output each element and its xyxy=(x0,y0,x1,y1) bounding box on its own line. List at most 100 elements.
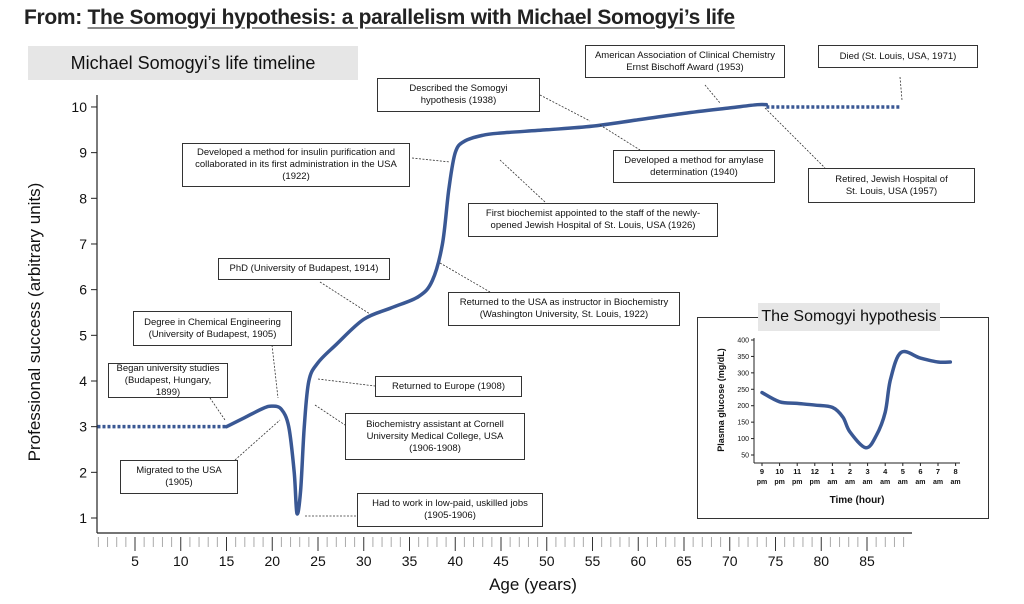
inset-x-tick-period: am xyxy=(845,479,855,486)
y-tick-label: 4 xyxy=(79,373,87,389)
x-tick-label: 50 xyxy=(539,553,555,569)
inset-x-tick-hour: 4 xyxy=(883,467,888,476)
article-title-link[interactable]: The Somogyi hypothesis: a parallelism wi… xyxy=(87,6,736,29)
annotation-box: Biochemistry assistant at Cornell Univer… xyxy=(345,413,525,460)
inset-x-tick-hour: 8 xyxy=(954,467,958,476)
x-tick-label: 80 xyxy=(813,553,829,569)
annotation-box: Degree in Chemical Engineering (Universi… xyxy=(133,311,292,346)
x-tick-label: 85 xyxy=(859,553,875,569)
annotation-box: Developed a method for amylase determina… xyxy=(613,150,775,183)
y-tick-label: 3 xyxy=(79,419,87,435)
annotation-box: Developed a method for insulin purificat… xyxy=(182,143,410,187)
y-tick-label: 9 xyxy=(79,145,87,161)
inset-y-axis-title: Plasma glucose (mg/dL) xyxy=(716,348,726,452)
inset-title: The Somogyi hypothesis xyxy=(758,303,940,331)
annotation-box: Had to work in low-paid, uskilled jobs (… xyxy=(357,493,543,527)
annotation-leader-line xyxy=(314,404,346,426)
y-tick-label: 7 xyxy=(79,236,87,252)
inset-x-tick-period: am xyxy=(915,479,925,486)
annotation-leader-line xyxy=(209,397,226,421)
figure-header: From: The Somogyi hypothesis: a parallel… xyxy=(24,6,735,30)
inset-y-tick-label: 100 xyxy=(737,436,749,443)
inset-x-tick-period: pm xyxy=(810,479,821,486)
x-tick-label: 60 xyxy=(630,553,646,569)
annotation-leader-line xyxy=(411,157,451,163)
inset-x-tick-hour: 12 xyxy=(811,467,819,476)
inset-x-tick-period: am xyxy=(933,479,943,486)
annotation-leader-line xyxy=(439,262,491,293)
annotation-leader-line xyxy=(899,76,903,101)
y-axis-title: Professional success (arbitrary units) xyxy=(25,183,44,462)
y-tick-label: 5 xyxy=(79,327,87,343)
annotation-box: Died (St. Louis, USA, 1971) xyxy=(818,45,978,68)
annotation-box: American Association of Clinical Chemist… xyxy=(585,45,785,78)
inset-x-tick-period: am xyxy=(880,479,890,486)
inset-y-tick-label: 300 xyxy=(737,370,749,377)
annotation-leader-line xyxy=(317,378,376,387)
header-prefix: From: xyxy=(24,6,88,29)
inset-x-tick-hour: 3 xyxy=(866,467,870,476)
x-tick-label: 30 xyxy=(356,553,372,569)
x-tick-label: 5 xyxy=(131,553,139,569)
inset-y-tick-label: 150 xyxy=(737,420,749,427)
inset-x-tick-hour: 6 xyxy=(918,467,922,476)
inset-x-tick-hour: 10 xyxy=(775,467,783,476)
x-axis-title: Age (years) xyxy=(489,575,577,594)
annotation-leader-line xyxy=(271,344,279,399)
x-tick-label: 55 xyxy=(585,553,601,569)
y-tick-label: 6 xyxy=(79,282,87,298)
x-tick-label: 35 xyxy=(402,553,418,569)
annotation-leader-line xyxy=(234,419,281,461)
annotation-box: Retired, Jewish Hospital of St. Louis, U… xyxy=(808,168,975,203)
y-tick-label: 8 xyxy=(79,190,87,206)
inset-x-tick-period: am xyxy=(898,479,908,486)
inset-y-tick-label: 200 xyxy=(737,403,749,410)
inset-x-tick-hour: 2 xyxy=(848,467,852,476)
inset-y-tick-label: 50 xyxy=(741,453,749,460)
inset-y-tick-label: 250 xyxy=(737,387,749,394)
annotation-leader-line xyxy=(539,94,591,122)
inset-x-axis-title: Time (hour) xyxy=(830,495,885,506)
annotation-box: Migrated to the USA (1905) xyxy=(120,460,238,494)
annotation-box: First biochemist appointed to the staff … xyxy=(468,203,718,237)
annotation-box: Returned to the USA as instructor in Bio… xyxy=(448,292,680,326)
inset-x-tick-hour: 9 xyxy=(760,467,764,476)
inset-x-tick-hour: 5 xyxy=(901,467,905,476)
y-tick-label: 2 xyxy=(79,464,87,480)
annotation-box: Began university studies (Budapest, Hung… xyxy=(108,363,228,398)
glucose-curve xyxy=(760,349,953,450)
annotation-box: PhD (University of Budapest, 1914) xyxy=(218,258,390,280)
annotation-box: Returned to Europe (1908) xyxy=(375,376,522,397)
inset-x-tick-hour: 7 xyxy=(936,467,940,476)
x-tick-label: 10 xyxy=(173,553,189,569)
annotation-leader-line xyxy=(319,281,371,315)
annotation-leader-line xyxy=(764,107,826,169)
inset-x-tick-hour: 1 xyxy=(830,467,834,476)
annotation-box: Described the Somogyi hypothesis (1938) xyxy=(377,78,540,112)
x-tick-label: 25 xyxy=(310,553,326,569)
x-tick-label: 65 xyxy=(676,553,692,569)
annotation-leader-line xyxy=(704,84,721,104)
inset-x-tick-period: pm xyxy=(792,479,803,486)
x-tick-label: 45 xyxy=(493,553,509,569)
success-curve xyxy=(224,102,769,516)
inset-y-tick-label: 400 xyxy=(737,338,749,345)
x-tick-label: 75 xyxy=(768,553,784,569)
x-tick-label: 20 xyxy=(264,553,280,569)
y-tick-label: 1 xyxy=(79,510,87,526)
x-tick-label: 70 xyxy=(722,553,738,569)
y-tick-label: 10 xyxy=(71,99,87,115)
annotation-leader-line xyxy=(599,124,641,151)
inset-x-tick-period: am xyxy=(827,479,837,486)
inset-x-tick-period: pm xyxy=(774,479,785,486)
inset-x-tick-hour: 11 xyxy=(793,467,801,476)
x-tick-label: 40 xyxy=(447,553,463,569)
timeline-title: Michael Somogyi’s life timeline xyxy=(28,46,358,80)
inset-x-tick-period: am xyxy=(863,479,873,486)
inset-y-tick-label: 350 xyxy=(737,354,749,361)
x-tick-label: 15 xyxy=(219,553,235,569)
inset-x-tick-period: pm xyxy=(757,479,768,486)
